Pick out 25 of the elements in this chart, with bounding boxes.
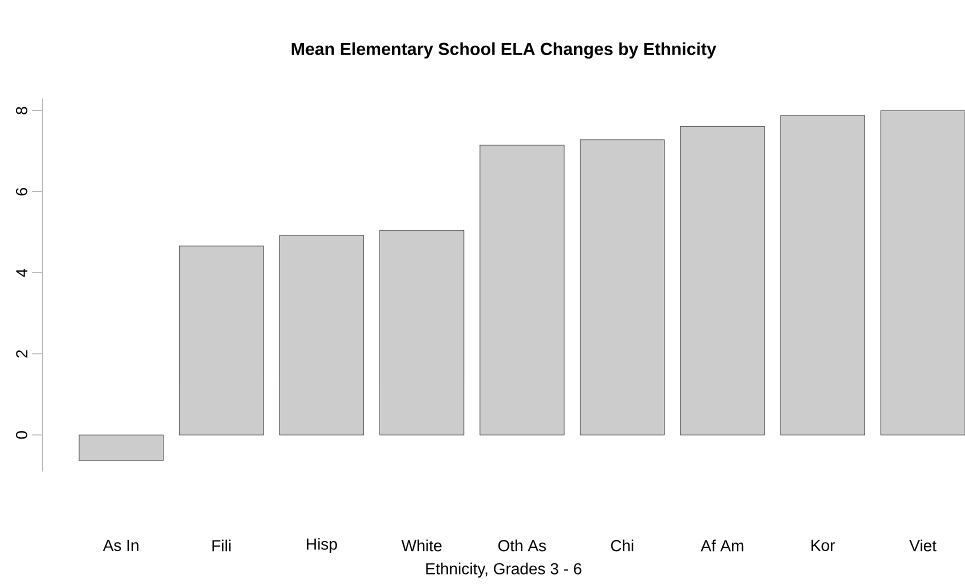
chart-title: Mean Elementary School ELA Changes by Ethnicity (292, 42, 716, 59)
y-tick-label: 6 (16, 188, 28, 196)
x-tick-label: As In (102, 540, 138, 552)
y-tick-label: 4 (16, 268, 28, 277)
y-tick-label: 2 (16, 350, 28, 358)
bar (580, 140, 665, 436)
bar (279, 235, 364, 436)
bar (880, 110, 965, 436)
bar (179, 246, 264, 436)
bar (379, 230, 464, 436)
bar (78, 434, 164, 461)
bar (480, 144, 564, 436)
y-tick-label: 0 (16, 431, 28, 439)
bar (780, 115, 866, 436)
x-tick-label: Oth As (498, 540, 546, 552)
bar (680, 126, 765, 436)
x-tick-label: Fili (212, 540, 231, 552)
x-tick-label: Chi (611, 540, 634, 552)
y-tick-label: 8 (16, 106, 28, 114)
x-tick-label: White (401, 540, 442, 552)
x-tick-label: Kor (812, 540, 835, 552)
x-tick-label: Af Am (700, 540, 744, 552)
x-tick-label: Viet (909, 540, 936, 552)
x-tick-label: Hisp (306, 538, 337, 553)
x-axis-title: Ethnicity, Grades 3 - 6 (426, 562, 582, 578)
